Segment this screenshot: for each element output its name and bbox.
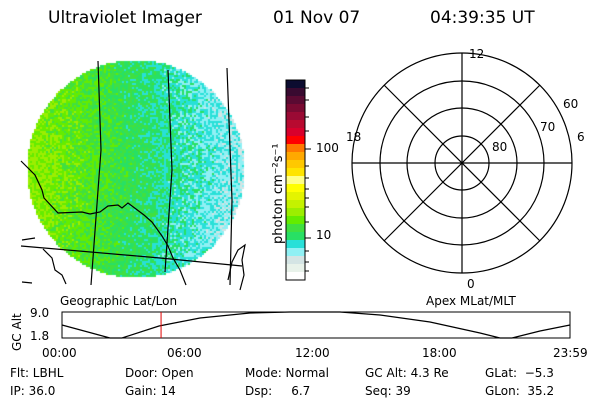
colorbar-swatch (286, 120, 305, 129)
altitude-ylabel: GC Alt (10, 313, 24, 351)
colorbar-swatch (286, 216, 305, 225)
mode-status: Mode: Normal (245, 366, 329, 380)
coastline (21, 237, 67, 285)
altitude-xtick: 06:00 (167, 346, 202, 360)
time-label: 04:39:35 UT (430, 8, 535, 28)
colorbar-tick-100: 100 (316, 141, 339, 155)
colorbar-swatch (286, 240, 305, 249)
altitude-xtick: 00:00 (42, 346, 77, 360)
altitude-xtick: 12:00 (295, 346, 330, 360)
altitude-ytick: 1.8 (30, 329, 50, 343)
colorbar-swatch (286, 264, 305, 273)
date-label: 01 Nov 07 (273, 8, 361, 28)
colorbar-swatch (286, 192, 305, 201)
colorbar-swatch (286, 184, 305, 193)
mlt-label-12: 12 (469, 47, 485, 61)
gain-status: Gain: 14 (125, 384, 176, 398)
colorbar-swatch (286, 256, 305, 265)
dsp-status: Dsp: 6.7 (245, 384, 311, 398)
latitude-line (20, 245, 243, 267)
altitude-curve (61, 311, 571, 339)
altitude-xtick: 23:59 (553, 346, 588, 360)
colorbar-swatch (286, 80, 305, 89)
glat-status: GLat: −5.3 (485, 366, 554, 380)
colorbar-tick-10: 10 (316, 228, 332, 242)
filter-status: Flt: LBHL (10, 366, 64, 380)
colorbar-swatch (286, 88, 305, 97)
mlt-label-0: 0 (467, 277, 475, 291)
meridian-line (164, 69, 173, 273)
instrument-title: Ultraviolet Imager (48, 8, 202, 28)
door-status: Door: Open (125, 366, 194, 380)
polar-panel-label: Apex MLat/MLT (426, 294, 516, 308)
colorbar-swatch (286, 248, 305, 257)
colorbar-swatch (286, 112, 305, 121)
seq-status: Seq: 39 (365, 384, 411, 398)
mlat-label-70: 70 (540, 120, 556, 134)
colorbar-swatch (286, 128, 305, 137)
ip-status: IP: 36.0 (10, 384, 56, 398)
meridian-line (226, 67, 233, 286)
mlat-label-80: 80 (492, 140, 508, 154)
coastline (227, 243, 246, 291)
mlat-label-60: 60 (563, 97, 579, 111)
mlt-label-6: 6 (577, 130, 585, 144)
coastline (20, 160, 187, 286)
gc-alt-status: GC Alt: 4.3 Re (365, 366, 449, 380)
colorbar-swatch (286, 96, 305, 105)
colorbar-swatch (286, 144, 305, 153)
altitude-ytick: 9.0 (30, 306, 50, 320)
image-panel-label: Geographic Lat/Lon (60, 294, 178, 308)
glon-status: GLon: 35.2 (485, 384, 555, 398)
colorbar-swatch (286, 160, 305, 169)
mlt-label-18: 18 (346, 130, 362, 144)
meridian-line (90, 60, 102, 286)
colorbar-swatch (286, 272, 305, 281)
altitude-xtick: 18:00 (422, 346, 457, 360)
colorbar-swatch (286, 208, 305, 217)
colorbar-label: photon cm⁻²s⁻¹ (271, 143, 286, 244)
colorbar-swatch (286, 200, 305, 209)
colorbar-swatch (286, 152, 305, 161)
colorbar-swatch (286, 224, 305, 233)
colorbar-swatch (286, 176, 305, 185)
colorbar-swatch (286, 168, 305, 177)
colorbar-swatch (286, 104, 305, 113)
colorbar-swatch (286, 232, 305, 241)
colorbar-swatch (286, 136, 305, 145)
